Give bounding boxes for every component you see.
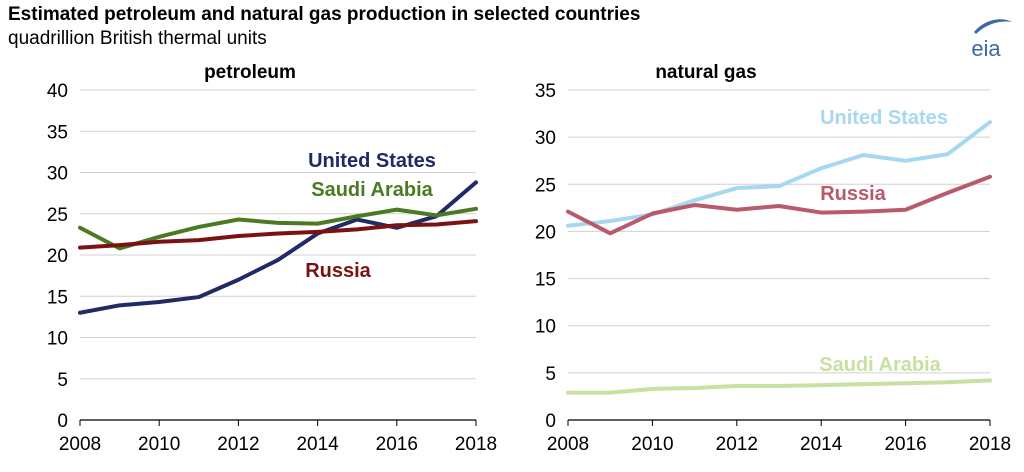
y-tick-label: 15 bbox=[535, 270, 556, 291]
series-line-united-states bbox=[566, 120, 992, 228]
series-line-russia bbox=[566, 174, 992, 236]
y-tick-label: 25 bbox=[47, 205, 68, 226]
panel-title-natural-gas: natural gas bbox=[655, 62, 756, 83]
eia-logo-icon: eia bbox=[971, 19, 1012, 61]
logo-text: eia bbox=[971, 36, 1001, 61]
natural-gas-chart: natural gas 0 5 10 15 20 25 30 35 2008 2010 2012 20… bbox=[535, 62, 1011, 455]
x-tick-label: 2010 bbox=[138, 434, 180, 455]
y-tick-label: 5 bbox=[545, 364, 556, 385]
logo-swoosh bbox=[974, 19, 1012, 34]
chart-title: Estimated petroleum and natural gas prod… bbox=[8, 4, 641, 25]
y-tick-label: 0 bbox=[57, 411, 68, 432]
x-tick-label: 2016 bbox=[376, 434, 418, 455]
y-tick-label: 25 bbox=[535, 175, 556, 196]
series-label-russia: Russia bbox=[305, 260, 371, 282]
y-tick-label: 40 bbox=[47, 81, 68, 102]
x-tick-label: 2008 bbox=[547, 434, 589, 455]
y-tick-label: 10 bbox=[535, 317, 556, 338]
y-tick-label: 30 bbox=[535, 128, 556, 149]
series-line-saudi-arabia bbox=[78, 206, 478, 251]
y-tick-label: 15 bbox=[47, 287, 68, 308]
y-tick-label: 10 bbox=[47, 329, 68, 350]
x-tick-label: 2014 bbox=[800, 434, 843, 455]
y-tick-label: 20 bbox=[47, 246, 68, 267]
panel-title-petroleum: petroleum bbox=[204, 62, 296, 83]
y-tick-label: 5 bbox=[57, 370, 68, 391]
chart-subtitle: quadrillion British thermal units bbox=[8, 28, 267, 49]
x-tick-label: 2008 bbox=[59, 434, 101, 455]
series-label-united-states: United States bbox=[308, 150, 436, 172]
x-tick-label: 2012 bbox=[217, 434, 259, 455]
y-tick-label: 20 bbox=[535, 222, 556, 243]
y-tick-label: 35 bbox=[535, 81, 556, 102]
x-tick-label: 2012 bbox=[716, 434, 758, 455]
series-label-united-states: United States bbox=[820, 107, 948, 129]
series-line-saudi-arabia bbox=[566, 378, 992, 395]
x-tick-label: 2014 bbox=[296, 434, 339, 455]
x-tick-label: 2018 bbox=[455, 434, 497, 455]
series-label-saudi-arabia: Saudi Arabia bbox=[311, 179, 433, 201]
x-tick-label: 2010 bbox=[631, 434, 673, 455]
y-tick-label: 30 bbox=[47, 164, 68, 185]
y-tick-label: 35 bbox=[47, 122, 68, 143]
series-label-russia: Russia bbox=[820, 183, 886, 205]
series-line-united-states bbox=[78, 180, 478, 315]
x-tick-label: 2018 bbox=[969, 434, 1011, 455]
x-tick-label: 2016 bbox=[884, 434, 926, 455]
series-line-russia bbox=[78, 219, 478, 250]
y-tick-label: 0 bbox=[545, 411, 556, 432]
petroleum-chart: petroleum 0 5 10 15 20 25 30 35 40 2008 2010 2012 20… bbox=[47, 62, 497, 455]
series-label-saudi-arabia: Saudi Arabia bbox=[819, 354, 941, 376]
